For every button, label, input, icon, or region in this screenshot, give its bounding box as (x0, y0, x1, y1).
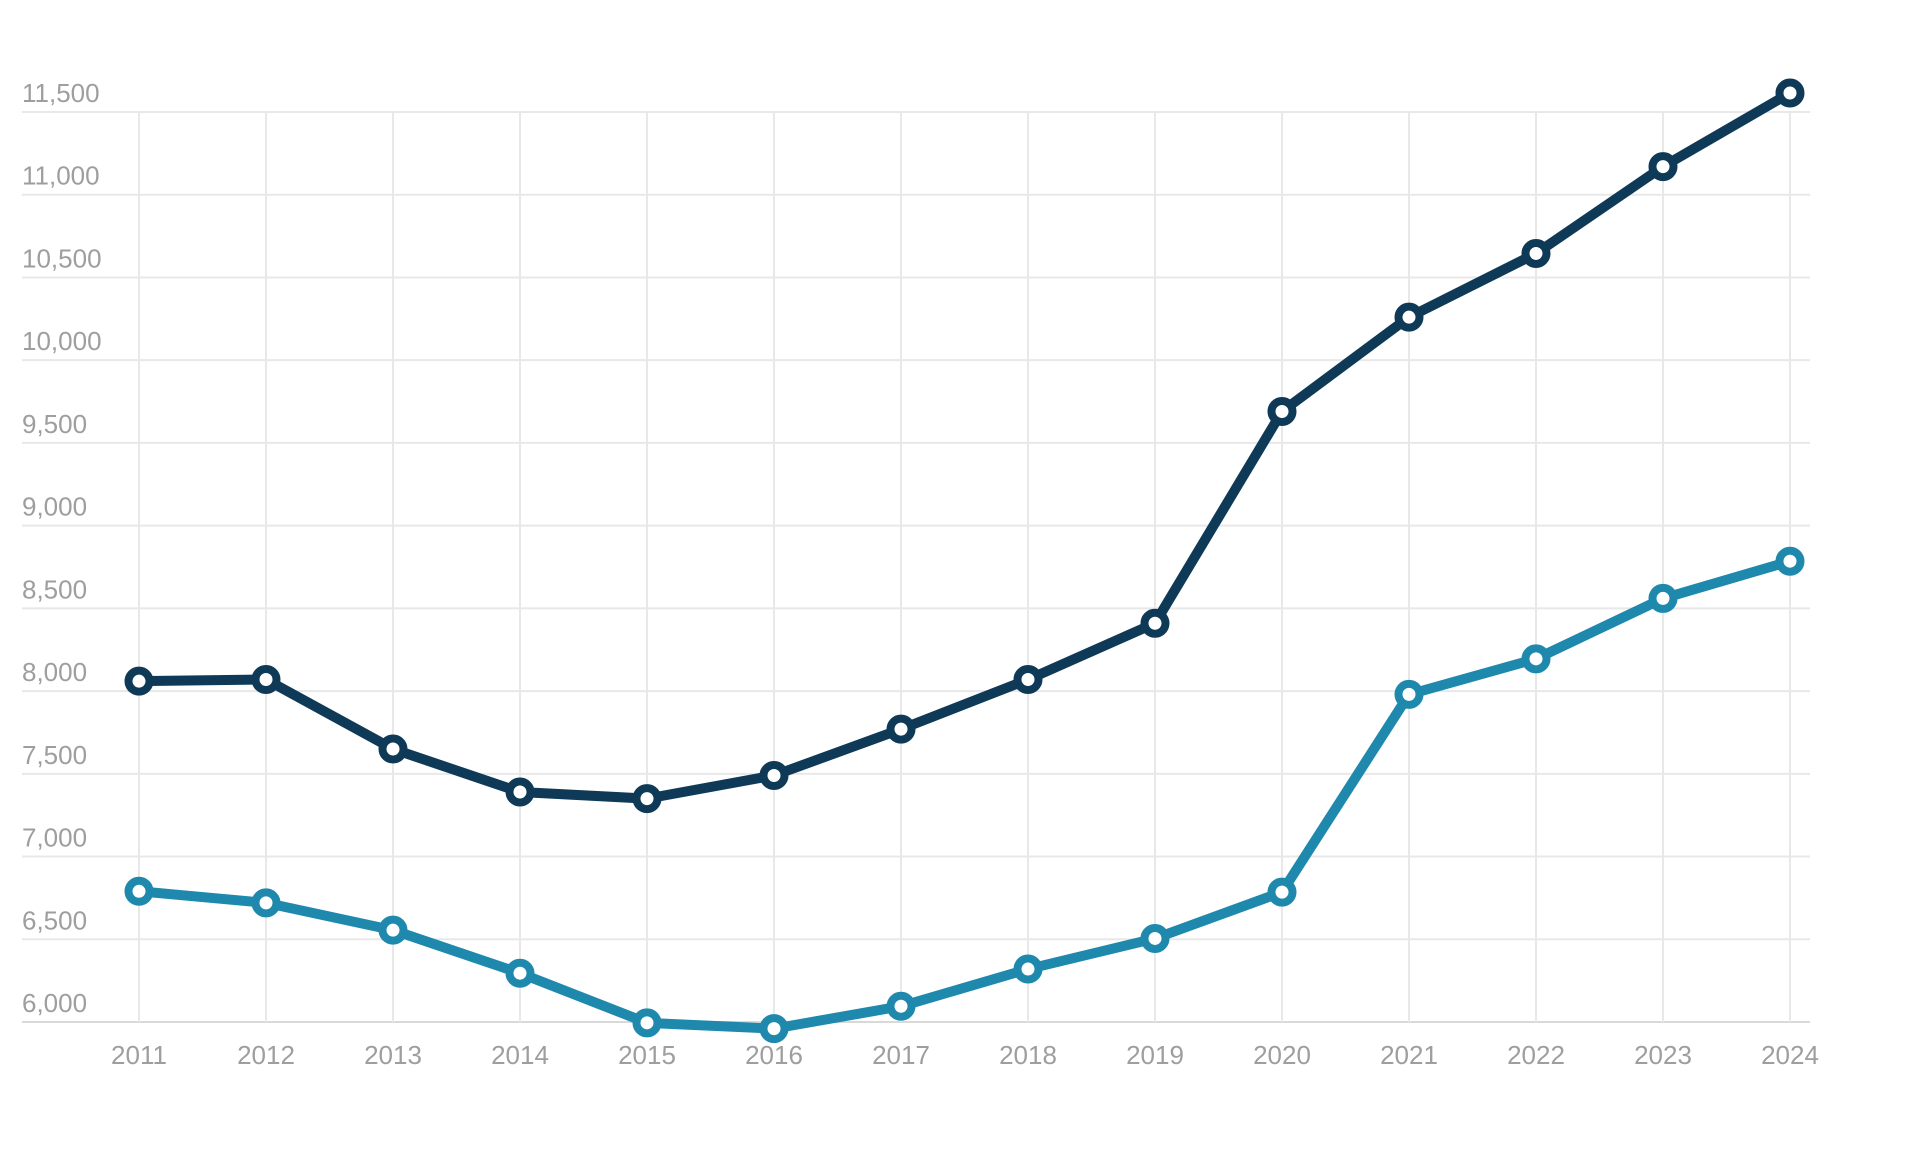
data-point-marker-dark-navy-line[interactable] (759, 760, 789, 790)
x-axis-tick-label: 2020 (1253, 1040, 1311, 1070)
data-point-marker-teal-line[interactable] (886, 991, 916, 1021)
data-point-marker-teal-line[interactable] (1775, 546, 1805, 576)
data-point-marker-dark-navy-line[interactable] (1775, 78, 1805, 108)
data-point-marker-teal-line[interactable] (1394, 679, 1424, 709)
y-axis-tick-label: 11,500 (22, 78, 100, 108)
data-point-marker-teal-line[interactable] (1521, 644, 1551, 674)
data-point-marker-dark-navy-line[interactable] (124, 666, 154, 696)
x-axis-tick-label: 2017 (872, 1040, 930, 1070)
y-axis-tick-label: 9,500 (22, 409, 87, 439)
data-point-marker-dark-navy-line[interactable] (1267, 396, 1297, 426)
x-axis-tick-label: 2021 (1380, 1040, 1438, 1070)
data-point-marker-dark-navy-line[interactable] (1394, 302, 1424, 332)
y-axis-tick-label: 8,000 (22, 657, 87, 687)
series-line-dark-navy-line (134, 87, 1795, 804)
data-point-marker-dark-navy-line[interactable] (886, 714, 916, 744)
x-axis-tick-label: 2015 (618, 1040, 676, 1070)
data-point-marker-teal-line[interactable] (378, 915, 408, 945)
data-point-marker-teal-line[interactable] (251, 888, 281, 918)
data-point-marker-teal-line[interactable] (1140, 923, 1170, 953)
y-axis-tick-label: 7,000 (22, 823, 87, 853)
y-axis-tick-label: 8,500 (22, 574, 87, 604)
y-axis-tick-label: 9,000 (22, 492, 87, 522)
x-axis-tick-label: 2011 (111, 1040, 167, 1070)
x-axis-tick-label: 2013 (364, 1040, 422, 1070)
data-point-marker-teal-line[interactable] (1013, 954, 1043, 984)
y-axis-tick-label: 7,500 (22, 740, 87, 770)
data-point-marker-teal-line[interactable] (1267, 877, 1297, 907)
data-point-marker-dark-navy-line[interactable] (632, 784, 662, 814)
x-axis-tick-label: 2014 (491, 1040, 549, 1070)
data-point-marker-teal-line[interactable] (759, 1014, 789, 1044)
data-point-marker-dark-navy-line[interactable] (1140, 608, 1170, 638)
data-point-marker-dark-navy-line[interactable] (1521, 238, 1551, 268)
data-point-marker-teal-line[interactable] (124, 876, 154, 906)
data-point-marker-teal-line[interactable] (1648, 583, 1678, 613)
x-axis-tick-label: 2024 (1761, 1040, 1819, 1070)
data-point-marker-teal-line[interactable] (632, 1008, 662, 1038)
data-point-marker-dark-navy-line[interactable] (1013, 665, 1043, 695)
y-axis-tick-label: 10,000 (22, 326, 102, 356)
x-axis-tick-label: 2023 (1634, 1040, 1692, 1070)
series-line-teal-line (134, 556, 1795, 1034)
data-point-marker-dark-navy-line[interactable] (251, 665, 281, 695)
y-axis-tick-label: 6,000 (22, 988, 87, 1018)
data-point-marker-dark-navy-line[interactable] (378, 734, 408, 764)
x-axis-tick-label: 2016 (745, 1040, 803, 1070)
data-point-marker-teal-line[interactable] (505, 958, 535, 988)
y-axis-tick-label: 10,500 (22, 243, 102, 273)
x-axis-tick-label: 2018 (999, 1040, 1057, 1070)
x-axis-tick-label: 2019 (1126, 1040, 1184, 1070)
x-axis-tick-label: 2012 (237, 1040, 295, 1070)
y-axis-tick-label: 6,500 (22, 905, 87, 935)
data-point-marker-dark-navy-line[interactable] (1648, 152, 1678, 182)
x-axis-tick-label: 2022 (1507, 1040, 1565, 1070)
y-axis-tick-label: 11,000 (22, 161, 100, 191)
data-point-marker-dark-navy-line[interactable] (505, 777, 535, 807)
